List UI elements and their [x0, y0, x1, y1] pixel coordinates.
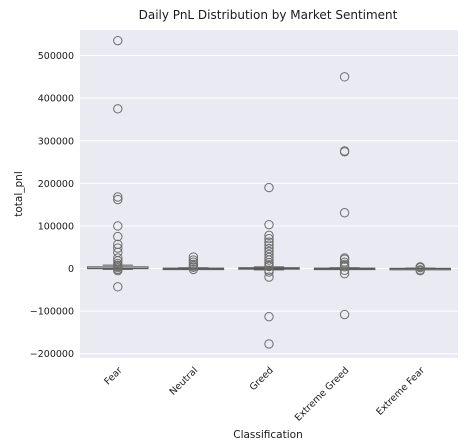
box-group	[313, 72, 376, 320]
x-tick-label: Extreme Greed	[293, 365, 352, 424]
outlier-point	[264, 255, 274, 265]
y-tick-label: 100000	[38, 221, 74, 232]
boxes	[87, 35, 451, 349]
outlier-point	[113, 35, 123, 46]
box-group	[389, 262, 451, 276]
outlier-point	[339, 208, 350, 218]
outlier-point	[188, 252, 199, 262]
chart-title: Daily PnL Distribution by Market Sentime…	[139, 8, 398, 22]
outlier-point	[264, 267, 274, 277]
y-tick-label: −200000	[30, 349, 74, 360]
box-group	[162, 252, 225, 275]
outlier-point	[264, 252, 274, 263]
outlier-point	[339, 254, 350, 264]
outlier-point	[264, 257, 274, 268]
outlier-point	[339, 268, 350, 279]
x-tick-label: Fear	[102, 365, 124, 387]
x-axis-label: Classification	[233, 429, 302, 441]
outlier-point	[188, 264, 199, 275]
outlier-point	[415, 265, 425, 276]
outlier-point	[113, 194, 123, 205]
outlier-point	[113, 265, 123, 276]
outlier-point	[113, 282, 123, 292]
outlier-point	[113, 104, 123, 114]
outlier-point	[264, 240, 274, 250]
x-tick-label: Extreme Fear	[374, 365, 427, 418]
y-axis-label: total_pnl	[13, 171, 25, 217]
outlier-point	[264, 234, 274, 244]
box-group	[238, 182, 300, 349]
outlier-point	[113, 243, 123, 253]
y-tick-label: 400000	[38, 94, 74, 105]
outlier-point	[264, 219, 274, 230]
plot-area	[80, 30, 458, 358]
outlier-point	[264, 261, 274, 272]
y-tick-label: 200000	[38, 179, 74, 190]
x-tick-label: Greed	[248, 365, 276, 393]
outlier-point	[188, 255, 199, 265]
y-tick-label: 500000	[38, 51, 74, 62]
x-tick-label: Neutral	[168, 365, 201, 398]
outlier-point	[264, 230, 274, 241]
outlier-point	[188, 262, 199, 272]
outlier-point	[113, 231, 123, 242]
x-axis-ticks: Fear Neutral Greed Extreme Greed Extreme Fea…	[102, 365, 427, 424]
outlier-point	[264, 339, 274, 349]
box-group	[87, 35, 149, 292]
outlier-point	[339, 262, 350, 272]
y-tick-label: 300000	[38, 136, 74, 147]
outlier-point	[339, 147, 350, 157]
outlier-point	[339, 309, 350, 320]
outlier-point	[264, 272, 274, 282]
outlier-point	[264, 311, 274, 322]
y-tick-label: 0	[68, 264, 74, 275]
outlier-point	[264, 243, 274, 254]
outlier-point	[188, 257, 199, 267]
outlier-point	[339, 265, 350, 275]
outlier-point	[339, 72, 350, 82]
outlier-point	[264, 237, 274, 247]
outlier-point	[264, 182, 274, 193]
outlier-point	[113, 192, 123, 202]
y-tick-label: −100000	[30, 307, 74, 318]
y-axis-ticks: −200000 −100000 0 100000 200000 300000 400000 5…	[30, 51, 74, 360]
outlier-point	[113, 221, 123, 231]
outlier-point	[415, 262, 425, 273]
